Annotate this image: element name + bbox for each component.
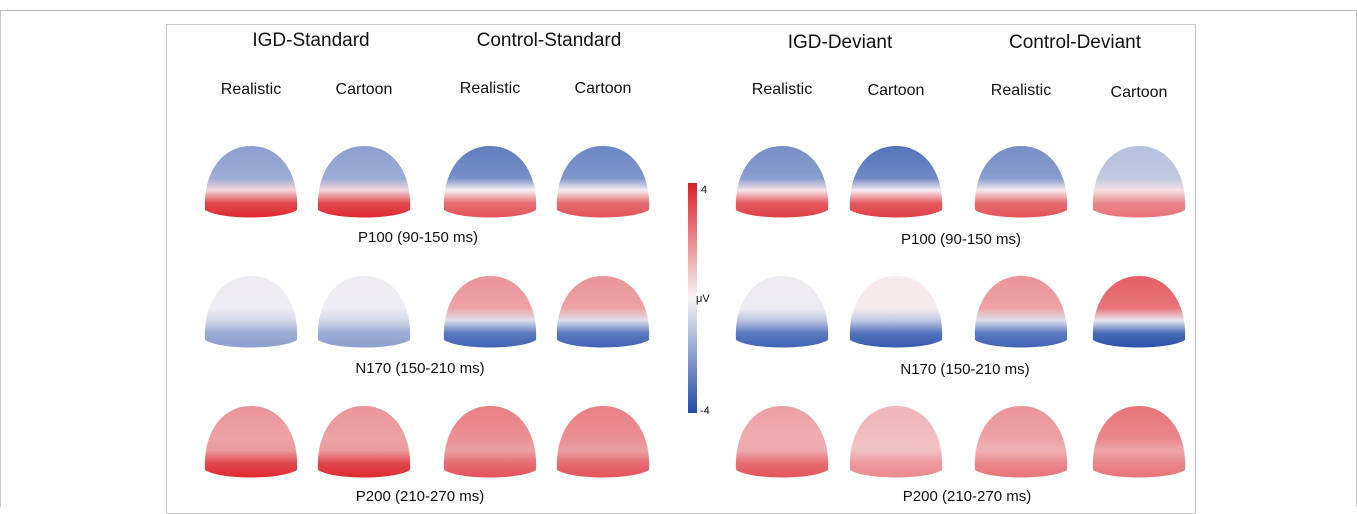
topomap-n170-igd-standard-cartoon <box>317 276 411 348</box>
head-map-shape <box>735 406 829 478</box>
window-label-p100-standard: P100 (90-150 ms) <box>358 229 478 246</box>
head-map-shape <box>204 146 298 218</box>
topomap-p100-igd-standard-realistic <box>204 146 298 218</box>
head-map-shape <box>735 276 829 348</box>
head-map-shape <box>1092 146 1186 218</box>
head-map-shape <box>849 146 943 218</box>
condition-label-control-deviant-cartoon: Cartoon <box>1111 84 1168 101</box>
figure-top-rule <box>0 10 1357 11</box>
topomap-p100-igd-standard-cartoon <box>317 146 411 218</box>
head-map-shape <box>443 406 537 478</box>
topomap-p100-control-deviant-realistic <box>974 146 1068 218</box>
window-label-n170-standard: N170 (150-210 ms) <box>355 360 484 377</box>
topomap-p100-control-standard-realistic <box>443 146 537 218</box>
head-map-shape <box>317 276 411 348</box>
head-map-shape <box>735 146 829 218</box>
head-map-shape <box>443 146 537 218</box>
colorbar-scale <box>688 183 697 413</box>
condition-label-control-standard-cartoon: Cartoon <box>575 80 632 97</box>
topomap-p100-igd-deviant-cartoon <box>849 146 943 218</box>
head-map-shape <box>849 406 943 478</box>
colorbar-unit-label: μV <box>696 293 710 305</box>
condition-label-igd-standard-realistic: Realistic <box>221 81 281 98</box>
head-map-shape <box>1092 406 1186 478</box>
topomap-p100-control-deviant-cartoon <box>1092 146 1186 218</box>
window-label-n170-deviant: N170 (150-210 ms) <box>900 361 1029 378</box>
head-map-shape <box>556 276 650 348</box>
condition-label-igd-deviant-realistic: Realistic <box>752 81 812 98</box>
topomap-p100-control-standard-cartoon <box>556 146 650 218</box>
topomap-n170-igd-deviant-cartoon <box>849 276 943 348</box>
condition-label-control-standard-realistic: Realistic <box>460 80 520 97</box>
group-label-control-deviant: Control-Deviant <box>1009 32 1142 53</box>
topomap-p200-igd-deviant-realistic <box>735 406 829 478</box>
window-label-p200-deviant: P200 (210-270 ms) <box>903 488 1031 505</box>
topomap-n170-control-standard-cartoon <box>556 276 650 348</box>
topomap-p200-control-standard-realistic <box>443 406 537 478</box>
condition-label-control-deviant-realistic: Realistic <box>991 82 1051 99</box>
topomap-n170-control-deviant-cartoon <box>1092 276 1186 348</box>
group-label-igd-deviant: IGD-Deviant <box>788 32 893 53</box>
head-map-shape <box>204 276 298 348</box>
topomap-n170-control-standard-realistic <box>443 276 537 348</box>
window-label-p200-standard: P200 (210-270 ms) <box>356 488 484 505</box>
topomap-p200-control-deviant-cartoon <box>1092 406 1186 478</box>
group-label-control-standard: Control-Standard <box>477 30 622 51</box>
topomap-p100-igd-deviant-realistic <box>735 146 829 218</box>
head-map-shape <box>849 276 943 348</box>
topomap-p200-igd-standard-cartoon <box>317 406 411 478</box>
colorbar-max-label: 4 <box>701 184 707 196</box>
condition-label-igd-standard-cartoon: Cartoon <box>336 81 393 98</box>
topomap-p200-control-deviant-realistic <box>974 406 1068 478</box>
page-left-border <box>0 10 1 507</box>
topomap-p200-control-standard-cartoon <box>556 406 650 478</box>
head-map-shape <box>974 406 1068 478</box>
colorbar-min-label: -4 <box>700 405 710 417</box>
condition-label-igd-deviant-cartoon: Cartoon <box>868 82 925 99</box>
topomap-n170-control-deviant-realistic <box>974 276 1068 348</box>
head-map-shape <box>556 146 650 218</box>
topomap-n170-igd-standard-realistic <box>204 276 298 348</box>
window-label-p100-deviant: P100 (90-150 ms) <box>901 231 1021 248</box>
head-map-shape <box>317 406 411 478</box>
head-map-shape <box>443 276 537 348</box>
topography-maps <box>204 146 1186 478</box>
group-label-igd-standard: IGD-Standard <box>252 30 369 51</box>
topomap-p200-igd-standard-realistic <box>204 406 298 478</box>
topomap-p200-igd-deviant-cartoon <box>849 406 943 478</box>
head-map-shape <box>204 406 298 478</box>
topomap-n170-igd-deviant-realistic <box>735 276 829 348</box>
head-map-shape <box>556 406 650 478</box>
head-map-shape <box>317 146 411 218</box>
head-map-shape <box>974 146 1068 218</box>
head-map-shape <box>1092 276 1186 348</box>
head-map-shape <box>974 276 1068 348</box>
